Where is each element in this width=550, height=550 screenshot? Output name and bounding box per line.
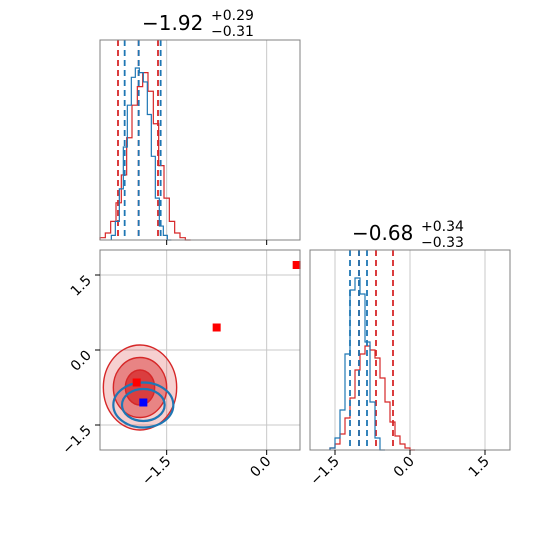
title-hist-2-minus: −0.33 xyxy=(421,235,464,251)
title-hist-2-main: −0.68 xyxy=(352,221,413,245)
hist2-xtick-2-label: 1.5 xyxy=(466,454,493,481)
marker-0 xyxy=(132,378,141,387)
hist1-frame xyxy=(99,39,301,241)
contour-blue-level-0 xyxy=(112,381,175,429)
hist1-series-blue xyxy=(110,67,172,241)
marker-3 xyxy=(292,261,301,269)
contour-blue-level-1 xyxy=(120,387,166,423)
title-hist-1-main: −1.92 xyxy=(142,11,203,35)
contour-ytick-2-label: 1.5 xyxy=(68,273,95,300)
hist1-series-red xyxy=(99,72,191,241)
title-hist-2-plus: +0.34 xyxy=(421,219,464,235)
marker-2 xyxy=(212,323,221,332)
panel-contour xyxy=(99,249,301,451)
contour-xtick-0-label: −1.5 xyxy=(139,454,174,489)
marker-1 xyxy=(139,398,148,407)
title-hist-1-plus: +0.29 xyxy=(211,8,254,24)
title-hist-2: −0.68 +0.34 −0.33 xyxy=(352,219,464,251)
panel-hist-2 xyxy=(309,249,511,451)
title-hist-1: −1.92 +0.29 −0.31 xyxy=(142,8,254,40)
title-hist-1-minus: −0.31 xyxy=(211,24,254,40)
panel-hist-1 xyxy=(99,39,301,241)
contour-xtick-1-label: 0.0 xyxy=(247,454,274,481)
hist2-xtick-0-label: −1.5 xyxy=(307,454,342,489)
hist2-series-red xyxy=(329,345,415,451)
contour-ytick-0-label: −1.5 xyxy=(59,423,94,458)
contour-ytick-1-label: 0.0 xyxy=(68,348,95,375)
hist2-series-blue xyxy=(329,277,385,451)
hist2-xtick-1-label: 0.0 xyxy=(391,454,418,481)
